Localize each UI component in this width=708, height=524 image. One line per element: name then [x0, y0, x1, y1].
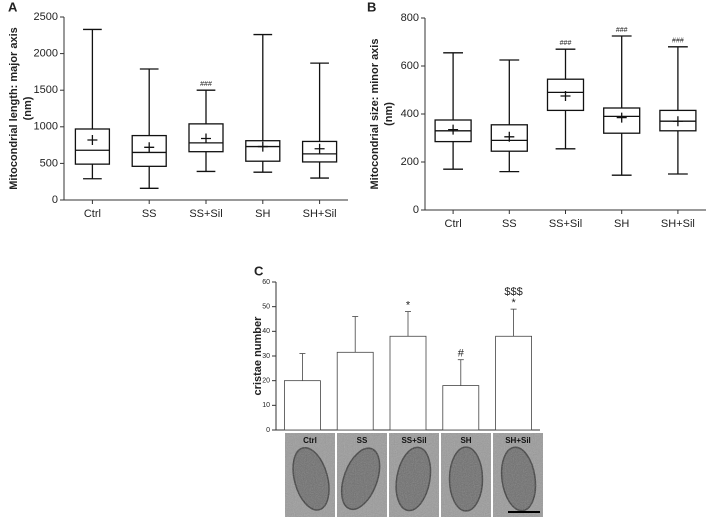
annotation: * — [511, 297, 516, 309]
y-tick-label: 400 — [401, 108, 419, 120]
y-axis-label: (nm) — [383, 102, 395, 126]
y-axis-label: cristae number — [252, 316, 264, 396]
grain — [337, 433, 387, 517]
micrograph: SH — [441, 433, 491, 517]
x-tick-label: Ctrl — [84, 208, 101, 220]
annotation: $$$ — [504, 286, 522, 298]
image-label: SS+Sil — [401, 436, 426, 445]
y-tick-label: 30 — [262, 353, 270, 360]
image-label: SH+Sil — [505, 436, 531, 445]
mean-marker — [257, 141, 268, 152]
box — [74, 128, 111, 165]
image-label: Ctrl — [303, 436, 317, 445]
mean-marker — [616, 112, 627, 123]
bar — [442, 385, 480, 431]
y-tick-label: 200 — [401, 156, 419, 168]
mean-marker — [560, 91, 571, 101]
y-axis-label: (nm) — [22, 96, 34, 120]
y-tick-label: 20 — [262, 378, 270, 385]
grain — [493, 433, 543, 517]
bar — [495, 335, 533, 431]
grain — [389, 433, 439, 517]
y-tick-label: 50 — [262, 304, 270, 311]
mean-marker — [201, 133, 211, 144]
y-tick-label: 1000 — [34, 121, 58, 133]
panel-label: A — [8, 0, 18, 14]
x-tick-label: SH+Sil — [303, 208, 337, 220]
x-tick-label: SS+Sil — [549, 218, 582, 230]
annotation: ### — [200, 81, 212, 88]
y-tick-label: 0 — [266, 427, 270, 434]
y-axis-label: Mitocondrial size: minor axis — [369, 39, 381, 190]
mean-marker — [314, 143, 325, 154]
annotation: * — [406, 300, 411, 312]
annotation: ### — [672, 38, 684, 45]
bar — [389, 335, 427, 431]
x-tick-label: Ctrl — [445, 218, 462, 230]
micrograph: SS — [337, 433, 387, 517]
y-tick-label: 60 — [262, 279, 270, 286]
x-tick-label: SS — [142, 208, 157, 220]
x-tick-label: SH — [255, 208, 270, 220]
panel-label: C — [254, 263, 264, 278]
mean-marker — [672, 116, 683, 127]
mean-marker — [144, 142, 155, 153]
y-tick-label: 1500 — [34, 84, 58, 96]
y-tick-label: 0 — [413, 204, 419, 216]
y-axis-label: Mitocondrial length: major axis — [8, 27, 20, 190]
annotation: # — [458, 348, 465, 360]
x-tick-label: SS — [502, 218, 517, 230]
y-tick-label: 40 — [262, 328, 270, 335]
y-tick-label: 500 — [40, 157, 58, 169]
box — [131, 134, 167, 167]
image-label: SH — [460, 436, 471, 445]
x-tick-label: SH — [614, 218, 629, 230]
panel-label: B — [367, 0, 376, 14]
micrograph: SS+Sil — [389, 433, 439, 517]
mean-marker — [448, 124, 459, 135]
grain — [441, 433, 491, 517]
y-tick-label: 10 — [262, 402, 270, 409]
grain — [285, 433, 335, 517]
micrograph: SH+Sil — [493, 433, 543, 517]
y-tick-label: 2500 — [34, 11, 58, 23]
mean-marker — [87, 134, 98, 145]
y-tick-label: 2000 — [34, 48, 58, 60]
annotation: ### — [616, 27, 628, 34]
bar — [336, 351, 374, 431]
y-tick-label: 0 — [52, 194, 58, 206]
x-tick-label: SH+Sil — [661, 218, 695, 230]
image-label: SS — [357, 436, 368, 445]
y-tick-label: 600 — [401, 60, 419, 72]
micrograph: Ctrl — [285, 433, 335, 517]
bar — [283, 380, 321, 431]
y-tick-label: 800 — [401, 12, 419, 24]
x-tick-label: SS+Sil — [189, 208, 222, 220]
annotation: ### — [560, 40, 572, 47]
mean-marker — [504, 131, 515, 142]
